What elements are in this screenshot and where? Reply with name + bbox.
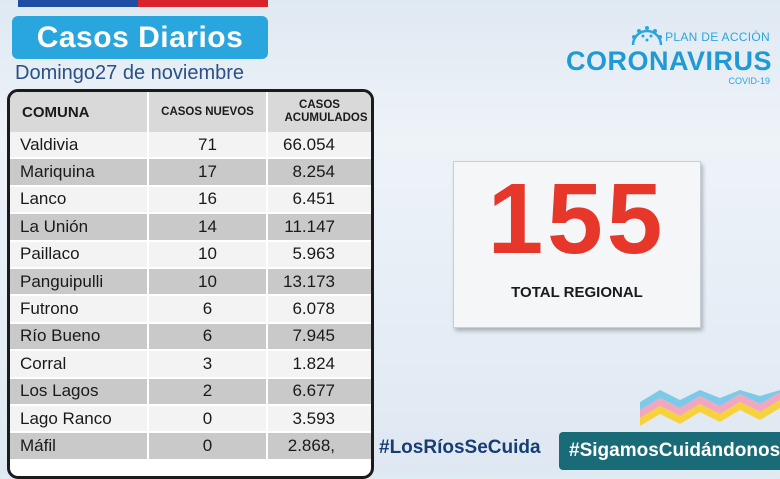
comuna-cell: Lago Ranco [10, 404, 149, 434]
cumulative-cell: 13.173 [267, 267, 371, 297]
table-row: Corral 3 1.824 [10, 350, 371, 379]
cumulative-cell: 1.824 [267, 350, 371, 379]
flag-blue-segment [18, 0, 138, 7]
cumulative-cell: 5.963 [267, 240, 371, 269]
new-cases-cell: 71 [148, 132, 268, 160]
cumulative-cell: 6.451 [267, 185, 371, 215]
logo-sub-text: COVID-19 [728, 76, 770, 86]
new-cases-cell: 3 [148, 350, 268, 379]
new-cases-cell: 10 [148, 267, 268, 297]
table-row: Máfil 0 2.868, [10, 432, 371, 461]
cases-table: COMUNA CASOS NUEVOS CASOS ACUMULADOS Val… [7, 89, 374, 479]
table-row: Los Lagos 2 6.677 [10, 377, 371, 406]
regional-total-label: TOTAL REGIONAL [511, 284, 643, 301]
new-cases-cell: 10 [148, 240, 268, 269]
comuna-cell: Futrono [10, 295, 149, 324]
new-cases-cell: 16 [148, 185, 268, 215]
comuna-cell: Mariquina [10, 158, 149, 187]
table-row: Lago Ranco 0 3.593 [10, 404, 371, 434]
column-header-comuna: COMUNA [10, 92, 149, 132]
comuna-cell: Los Lagos [10, 377, 149, 406]
cumulative-cell: 7.945 [267, 322, 371, 352]
new-cases-cell: 17 [148, 158, 268, 187]
comuna-cell: La Unión [10, 213, 149, 242]
column-header-cumulative-cases: CASOS ACUMULADOS [267, 92, 371, 132]
hashtag-los-rios: #LosRíosSeCuida [379, 437, 541, 458]
flag-red-segment [138, 0, 268, 7]
comuna-cell: Lanco [10, 185, 149, 215]
cumulative-cell: 8.254 [267, 158, 371, 187]
comuna-cell: Paillaco [10, 240, 149, 269]
comuna-cell: Panguipulli [10, 267, 149, 297]
comuna-cell: Corral [10, 350, 149, 379]
table-row: Valdivia 71 66.054 [10, 132, 371, 160]
logo-brand-text: CORONAVIRUS [565, 46, 772, 76]
comuna-cell: Máfil [10, 432, 149, 461]
flag-stripe [18, 0, 268, 7]
table-row: Mariquina 17 8.254 [10, 158, 371, 187]
decorative-waves-icon [640, 390, 780, 426]
comuna-cell: Valdivia [10, 132, 149, 160]
column-header-new-cases: CASOS NUEVOS [148, 92, 268, 132]
table-header-row: COMUNA CASOS NUEVOS CASOS ACUMULADOS [10, 92, 371, 132]
regional-total-card: 155 TOTAL REGIONAL [453, 161, 701, 328]
new-cases-cell: 2 [148, 377, 268, 406]
page-title: Casos Diarios [12, 16, 268, 59]
cumulative-cell: 6.677 [267, 377, 371, 406]
regional-total-value: 155 [487, 163, 667, 275]
table-row: La Unión 14 11.147 [10, 213, 371, 242]
table-row: Río Bueno 6 7.945 [10, 322, 371, 352]
new-cases-cell: 0 [148, 432, 268, 461]
new-cases-cell: 0 [148, 404, 268, 434]
logo-plan-text: PLAN DE ACCIÓN [665, 30, 770, 44]
table-row: Futrono 6 6.078 [10, 295, 371, 324]
cumulative-cell: 3.593 [267, 404, 371, 434]
column-header-cumulative-label: CASOS ACUMULADOS [284, 99, 368, 124]
cumulative-cell: 2.868, [267, 432, 371, 461]
coronavirus-logo: PLAN DE ACCIÓN CORONAVIRUS COVID-19 [566, 24, 772, 88]
comuna-cell: Río Bueno [10, 322, 149, 352]
new-cases-cell: 6 [148, 322, 268, 352]
table-row: Paillaco 10 5.963 [10, 240, 371, 269]
hashtag-sigamos: #SigamosCuidándonos [559, 432, 780, 470]
cumulative-cell: 6.078 [267, 295, 371, 324]
cumulative-cell: 66.054 [267, 132, 371, 160]
virus-icon [631, 26, 663, 46]
table-row: Panguipulli 10 13.173 [10, 267, 371, 297]
cumulative-cell: 11.147 [267, 213, 371, 242]
table-row: Lanco 16 6.451 [10, 185, 371, 215]
new-cases-cell: 6 [148, 295, 268, 324]
report-date: Domingo27 de noviembre [15, 62, 245, 84]
new-cases-cell: 14 [148, 213, 268, 242]
